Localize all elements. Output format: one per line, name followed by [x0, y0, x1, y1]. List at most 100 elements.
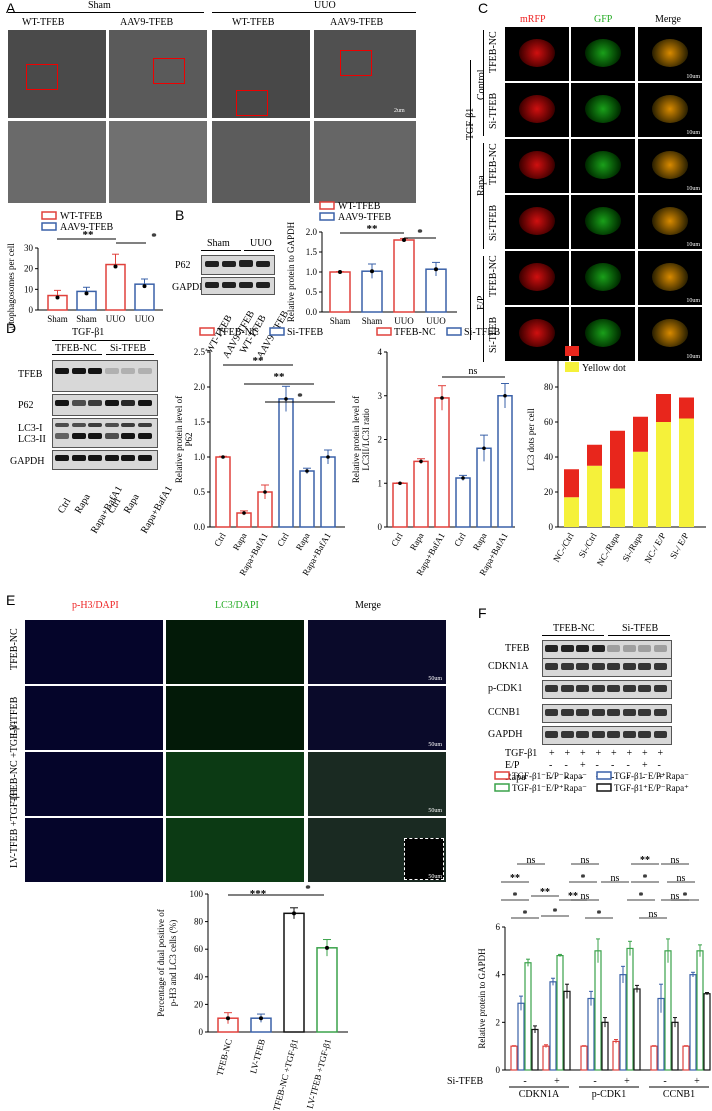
column-label: LC3/DAPI — [215, 600, 259, 611]
treatment-sign: + — [564, 748, 571, 759]
data-point — [226, 1016, 230, 1021]
si-tfeb-sign: - — [663, 1076, 666, 1087]
y-tick-label: 40 — [544, 452, 554, 462]
blot-row-label: TFEB — [18, 369, 43, 380]
fluorescence-image — [571, 27, 635, 81]
blot-band — [88, 455, 102, 461]
row-label: LV-TFEB +TGF-β1 — [9, 788, 20, 868]
fluorescence-image — [505, 27, 569, 81]
fluorescence-image — [166, 752, 304, 816]
lane-label: Rapa — [72, 492, 93, 516]
bar — [542, 1045, 550, 1071]
y-tick-label: 100 — [540, 347, 554, 357]
x-tick-label: Si-/Ctrl — [577, 531, 599, 560]
blot-row-label: GAPDH — [172, 282, 207, 293]
blot-row-label: LC3-I — [18, 423, 43, 434]
blot-band — [622, 709, 636, 716]
data-point — [292, 911, 296, 916]
legend-swatch — [565, 362, 579, 372]
x-tick-label: Sham — [76, 314, 97, 324]
bar — [696, 950, 704, 1071]
blot-band — [104, 433, 119, 439]
significance-label: * — [417, 227, 423, 239]
lane-label: Rapa — [122, 492, 142, 516]
blot-band — [607, 663, 620, 670]
legend-label: TGF-β1⁻E/P⁺Rapa⁻ — [512, 783, 587, 793]
y-axis-label: P62 — [184, 432, 194, 446]
group-label-uuo: UUO — [314, 0, 336, 11]
blot-row-label: LC3-II — [18, 434, 46, 445]
bar-yellow — [564, 497, 579, 527]
blot-band — [545, 731, 558, 738]
treatment-label: Rapa — [505, 772, 526, 783]
blot-band — [545, 645, 558, 652]
chart-f: 0 2 4 6 Relative protein to GAPDH TGF-β1⁻E/P⁻… — [447, 771, 711, 1100]
y-tick-label: 0 — [549, 522, 554, 532]
panel-label-e: E — [6, 592, 16, 608]
bar — [316, 947, 338, 1033]
x-tick-label: Si-/ E/P — [668, 531, 691, 560]
y-tick-label: 0 — [378, 522, 383, 532]
x-tick-label: Ctrl — [275, 531, 291, 549]
group-label-sham: Sham — [88, 0, 111, 11]
x-tick-label: Ctrl — [212, 531, 228, 549]
blot-band — [653, 645, 667, 652]
significance-label: * — [151, 231, 157, 243]
blot-band — [88, 400, 102, 406]
x-tick-label: LV-TFEB — [248, 1038, 267, 1075]
treatment-sign: + — [642, 748, 648, 759]
significance-label: ** — [540, 887, 550, 898]
significance-label: ** — [253, 355, 265, 367]
data-point — [326, 455, 330, 459]
treatment-sign: - — [642, 772, 646, 783]
blot-row-label: P62 — [175, 260, 191, 271]
blot-band — [104, 400, 119, 406]
zoom-inset — [404, 838, 444, 880]
significance-label: ns — [649, 909, 658, 920]
y-axis-label: Relative protein level of — [351, 396, 361, 483]
fluorescence-image: 50um — [308, 752, 446, 816]
y-tick-label: 0 — [496, 1065, 501, 1075]
column-label-gfp: GFP — [594, 14, 613, 25]
fluorescence-image — [571, 83, 635, 137]
chart-b: 0.0 0.5 1.0 1.5 2.0 Relative protein to GAPDH… — [286, 201, 457, 325]
blot-band — [560, 731, 574, 738]
bar — [671, 1021, 679, 1071]
cell-signal — [652, 319, 688, 347]
treatment-sign: + — [595, 748, 602, 759]
blot-band — [55, 368, 69, 374]
fluorescence-image: 50um — [308, 818, 446, 882]
bar — [594, 950, 602, 1071]
bar — [215, 456, 231, 528]
x-tick-label: UUO — [394, 316, 414, 325]
x-tick-label: Rapa — [471, 531, 489, 552]
legend-label: Yellow dot — [582, 363, 626, 374]
si-tfeb-label: Si-TFEB — [447, 1076, 483, 1087]
bar — [563, 990, 571, 1071]
scalebar-label: 50um — [428, 874, 442, 880]
blot-band — [205, 261, 219, 267]
y-tick-label: 40 — [194, 972, 204, 982]
y-tick-label: 0.0 — [306, 307, 318, 317]
y-tick-label: 80 — [194, 917, 204, 927]
significance-label: ** — [510, 873, 520, 884]
significance-label: * — [305, 883, 311, 895]
x-tick-label: NC-/Ctrl — [551, 531, 576, 564]
fluorescence-image — [505, 83, 569, 137]
y-tick-label: 2 — [378, 435, 383, 445]
blot-band — [137, 455, 152, 461]
blot-band — [55, 455, 69, 461]
cell-signal — [585, 95, 621, 123]
scalebar-label: 10um — [686, 74, 700, 80]
blot-band — [137, 400, 152, 406]
data-point — [221, 455, 225, 459]
divider — [8, 12, 204, 13]
blot-band — [560, 663, 574, 670]
blot-band — [88, 423, 102, 427]
blot-band — [239, 260, 253, 267]
bar-red — [656, 394, 671, 422]
bar — [682, 1045, 690, 1071]
blot-band — [591, 663, 605, 670]
legend-swatch — [376, 327, 392, 336]
